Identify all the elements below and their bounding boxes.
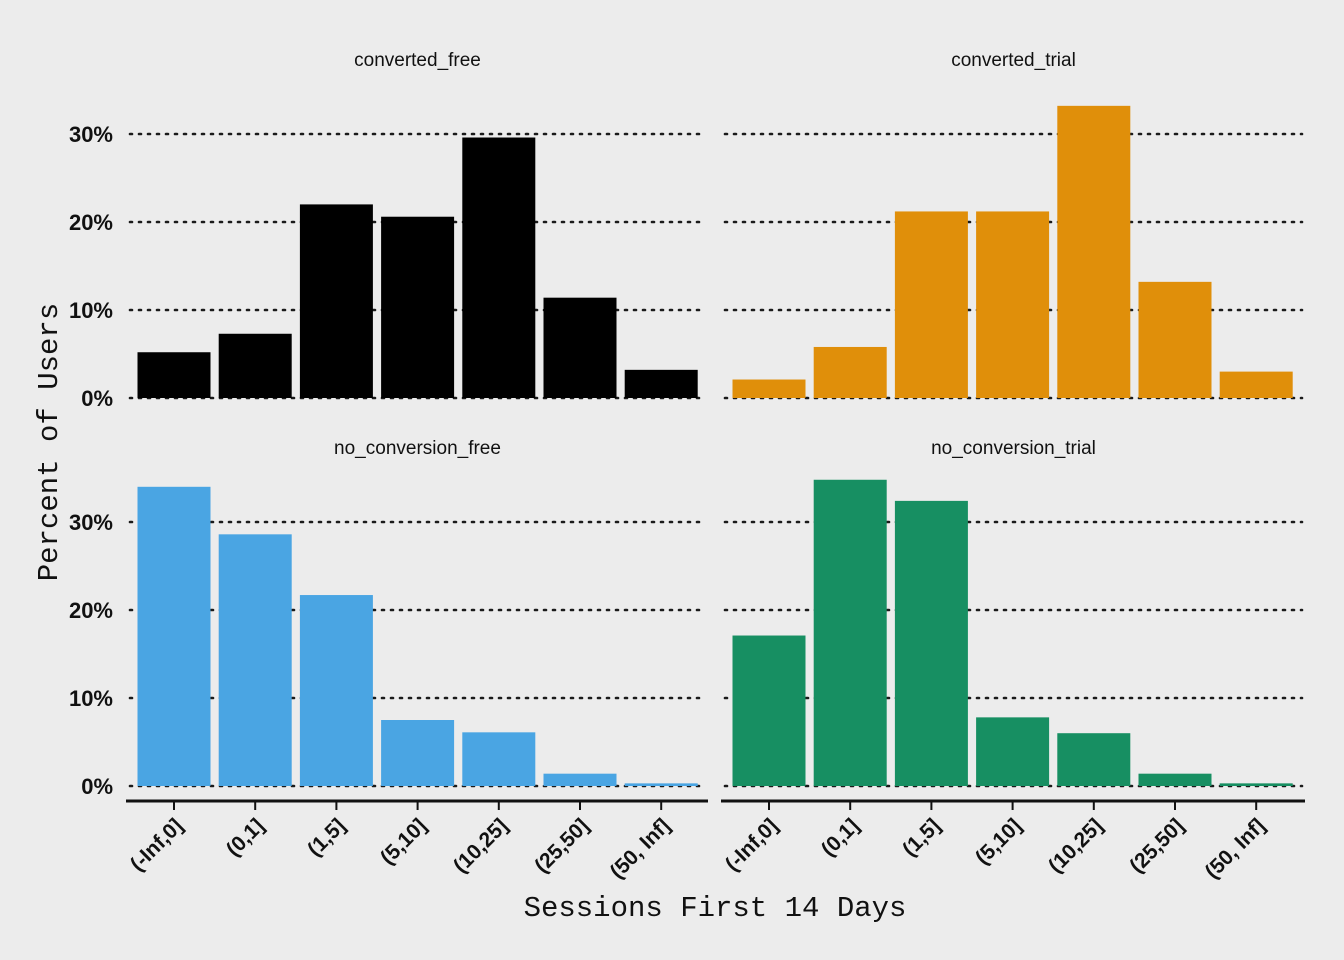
bar [1138, 281, 1212, 398]
x-axis: (-Inf,0] (0,1] (1,5] (5,10] (10,25] (25,50] (5… [126, 799, 708, 883]
y-tick-label: 20% [69, 598, 113, 623]
bar [462, 732, 536, 786]
x-tick-label: (50, Inf] [606, 814, 675, 883]
panel-title: converted_free [354, 50, 481, 71]
bar [299, 204, 373, 398]
bar [137, 352, 211, 398]
x-axis-title: Sessions First 14 Days [524, 892, 907, 925]
bar [624, 369, 698, 398]
x-tick-label: (1,5] [898, 814, 945, 861]
bar [813, 479, 887, 786]
panel-title: converted_trial [951, 50, 1076, 71]
bar [1219, 783, 1293, 786]
x-tick-label: (10,25] [1044, 814, 1107, 877]
y-tick-label: 30% [69, 510, 113, 535]
bar [218, 534, 292, 786]
panels-layer: converted_free 0% 10% 20% 30% converted_trial… [69, 50, 1304, 799]
y-tick-label: 10% [69, 686, 113, 711]
x-tick-label: (10,25] [449, 814, 512, 877]
bar [732, 635, 806, 786]
x-axis: (-Inf,0] (0,1] (1,5] (5,10] (10,25] (25,50] (5… [721, 799, 1305, 883]
bar [137, 486, 211, 786]
x-tick-label: (25,50] [530, 814, 593, 877]
panel-title: no_conversion_free [334, 438, 501, 459]
bar [299, 595, 373, 786]
x-tick-label: (5,10] [376, 814, 431, 869]
x-tick-label: (-Inf,0] [721, 814, 783, 876]
axes-layer: (-Inf,0] (0,1] (1,5] (5,10] (10,25] (25,50] (5… [126, 799, 1305, 883]
x-tick-label: (50, Inf] [1201, 814, 1270, 883]
bar [624, 783, 698, 786]
x-tick-label: (1,5] [303, 814, 350, 861]
bar [543, 297, 617, 398]
bar [1219, 371, 1293, 398]
panel-no-conversion-trial: no_conversion_trial [723, 438, 1304, 788]
y-tick-label: 0% [81, 386, 113, 411]
y-tick-label: 10% [69, 298, 113, 323]
y-tick-label: 0% [81, 774, 113, 799]
bar [976, 211, 1050, 398]
panel-converted-free: converted_free 0% 10% 20% 30% [69, 50, 707, 411]
bar [813, 346, 887, 398]
bar [732, 379, 806, 398]
bar [1057, 105, 1131, 398]
bar [381, 720, 455, 786]
bar [462, 137, 536, 398]
y-axis-title: Percent of Users [33, 303, 66, 581]
bar [543, 773, 617, 786]
bar [894, 500, 968, 786]
x-tick-label: (25,50] [1125, 814, 1188, 877]
bar [976, 717, 1050, 786]
y-tick-label: 30% [69, 122, 113, 147]
bar [218, 333, 292, 398]
bar [1057, 733, 1131, 786]
x-tick-label: (-Inf,0] [126, 814, 188, 876]
x-tick-label: (0,1] [222, 814, 269, 861]
x-tick-label: (0,1] [817, 814, 864, 861]
x-tick-label: (5,10] [971, 814, 1026, 869]
panel-converted-trial: converted_trial [723, 50, 1304, 400]
panel-title: no_conversion_trial [931, 438, 1096, 459]
panel-no-conversion-free: no_conversion_free 0% 10% 20% 30% [69, 438, 707, 799]
bar [381, 216, 455, 398]
bar [1138, 773, 1212, 786]
bar [894, 211, 968, 398]
y-tick-label: 20% [69, 210, 113, 235]
